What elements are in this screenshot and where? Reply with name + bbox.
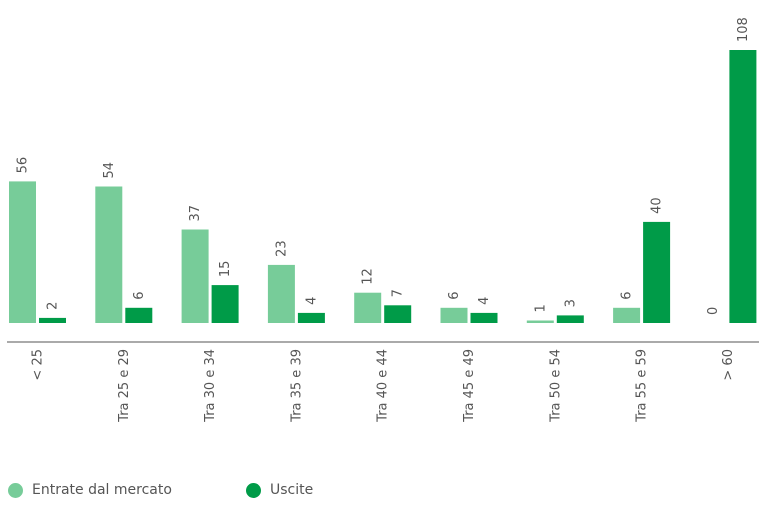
bar-entrate-dal-mercato-tra-30-e-34 <box>181 229 209 323</box>
legend-label-uscite: Uscite <box>270 482 314 498</box>
category-label-tra-55-e-59: Tra 55 e 59 <box>635 349 650 423</box>
bar-entrate-dal-mercato-tra-50-e-54 <box>526 320 554 323</box>
legend-item-entrate: Entrate dal mercato <box>8 482 172 498</box>
value-label-entrate-dal-mercato-tra-25-e-29: 54 <box>102 162 117 179</box>
value-label-uscite-tra-40-e-44: 7 <box>391 289 406 297</box>
category-label-tra-25-e-29: Tra 25 e 29 <box>117 349 132 423</box>
bar-chart: 56 2 54 6 37 15 23 4 12 7 6 4 1 3 6 40 0 108 < 25 Tra 25 e… <box>7 17 759 423</box>
bar-uscite-60 <box>729 50 757 323</box>
category-label-tra-35-e-39: Tra 35 e 39 <box>289 349 304 423</box>
value-labels-layer: 56 2 54 6 37 15 23 4 12 7 6 4 1 3 6 40 0 108 <box>16 17 751 315</box>
legend-item-uscite: Uscite <box>246 482 313 498</box>
category-label-tra-50-e-54: Tra 50 e 54 <box>548 349 563 423</box>
category-label-60: > 60 <box>721 349 736 381</box>
bar-entrate-dal-mercato-tra-25-e-29 <box>95 186 123 323</box>
bar-entrate-dal-mercato-tra-35-e-39 <box>267 264 295 323</box>
value-label-uscite-tra-25-e-29: 6 <box>132 292 147 300</box>
value-label-uscite-25: 2 <box>46 302 61 310</box>
bars-layer <box>9 50 757 323</box>
bar-uscite-tra-45-e-49 <box>470 312 498 323</box>
bar-uscite-tra-50-e-54 <box>556 315 584 323</box>
bar-uscite-tra-25-e-29 <box>125 307 153 323</box>
legend-marker-uscite <box>246 482 261 498</box>
bar-uscite-tra-40-e-44 <box>384 305 412 323</box>
bar-entrate-dal-mercato-25 <box>9 181 36 323</box>
value-label-entrate-dal-mercato-tra-50-e-54: 1 <box>533 304 548 312</box>
bar-entrate-dal-mercato-tra-45-e-49 <box>440 307 468 323</box>
category-labels-layer: < 25 Tra 25 e 29 Tra 30 e 34 Tra 35 e 39 Tra… <box>31 349 736 423</box>
value-label-uscite-tra-30-e-34: 15 <box>218 261 233 278</box>
bar-uscite-tra-30-e-34 <box>211 285 239 323</box>
value-label-uscite-60: 108 <box>736 17 751 42</box>
category-label-25: < 25 <box>31 349 46 381</box>
legend-label-entrate: Entrate dal mercato <box>32 482 172 498</box>
bar-entrate-dal-mercato-tra-40-e-44 <box>354 292 382 323</box>
bar-uscite-25 <box>39 317 66 323</box>
value-label-entrate-dal-mercato-25: 56 <box>16 157 31 174</box>
value-label-entrate-dal-mercato-tra-45-e-49: 6 <box>447 292 462 300</box>
value-label-entrate-dal-mercato-tra-40-e-44: 12 <box>361 268 376 285</box>
value-label-uscite-tra-50-e-54: 3 <box>563 299 578 307</box>
category-label-tra-30-e-34: Tra 30 e 34 <box>203 349 218 423</box>
bar-uscite-tra-55-e-59 <box>643 221 671 323</box>
value-label-uscite-tra-35-e-39: 4 <box>304 297 319 305</box>
value-label-entrate-dal-mercato-tra-55-e-59: 6 <box>620 292 635 300</box>
value-label-uscite-tra-45-e-49: 4 <box>477 297 492 305</box>
category-label-tra-45-e-49: Tra 45 e 49 <box>462 349 477 423</box>
value-label-entrate-dal-mercato-60: 0 <box>706 307 721 315</box>
bar-entrate-dal-mercato-tra-55-e-59 <box>613 307 641 323</box>
category-label-tra-40-e-44: Tra 40 e 44 <box>376 349 391 423</box>
value-label-entrate-dal-mercato-tra-35-e-39: 23 <box>274 240 289 257</box>
value-label-entrate-dal-mercato-tra-30-e-34: 37 <box>188 205 203 222</box>
value-label-uscite-tra-55-e-59: 40 <box>650 197 665 214</box>
bar-uscite-tra-35-e-39 <box>297 312 325 323</box>
legend-marker-entrate <box>8 482 23 498</box>
